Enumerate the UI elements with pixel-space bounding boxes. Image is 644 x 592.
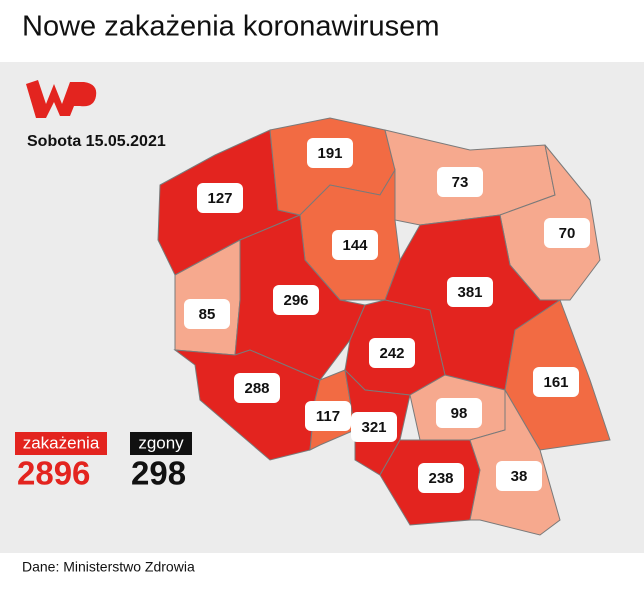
region-label-box: [234, 373, 280, 403]
region-value: 38: [511, 468, 528, 485]
region-label-box: [351, 412, 397, 442]
cases-label: zakażenia: [23, 433, 100, 452]
region-value: 321: [361, 419, 386, 436]
region-label-box: [305, 401, 351, 431]
region-label-box: [369, 338, 415, 368]
region-label-box: [197, 183, 243, 213]
deaths-label-box: [130, 432, 192, 455]
region-label-box: [447, 277, 493, 307]
region-label-box: [273, 285, 319, 315]
region-label-box: [436, 398, 482, 428]
region-label-box: [332, 230, 378, 260]
region-value: 238: [428, 470, 453, 487]
region-value: 73: [452, 174, 469, 191]
region-value: 161: [543, 374, 568, 391]
region-value: 242: [379, 345, 404, 362]
region-value: 127: [207, 190, 232, 207]
region-value: 70: [559, 225, 576, 242]
region-value: 381: [457, 284, 482, 301]
logo: [26, 80, 97, 118]
region-label-box: [533, 367, 579, 397]
region-label-box: [437, 167, 483, 197]
region-value: 117: [316, 408, 340, 425]
region-value: 296: [283, 292, 308, 309]
map: 127 191 73 70 144 85 296 381 242 161 288 117 321 98 23…: [157, 117, 611, 536]
date: Sobota 15.05.2021: [27, 133, 166, 150]
region-label-box: [418, 463, 464, 493]
region-value: 144: [342, 237, 368, 254]
region-label-box: [307, 138, 353, 168]
region-value: 191: [317, 145, 342, 162]
cases-label-box: [15, 432, 107, 455]
title: Nowe zakażenia koronawirusem: [22, 11, 439, 43]
region-label-box: [496, 461, 542, 491]
region-value: 288: [244, 380, 269, 397]
deaths-label: zgony: [138, 433, 184, 452]
source: Dane: Ministerstwo Zdrowia: [22, 559, 195, 575]
region-label-box: [184, 299, 230, 329]
region-value: 85: [199, 306, 216, 323]
deaths-value: 298: [131, 455, 186, 492]
region-value: 98: [451, 405, 468, 422]
cases-value: 2896: [17, 455, 90, 492]
region-label-box: [544, 218, 590, 248]
